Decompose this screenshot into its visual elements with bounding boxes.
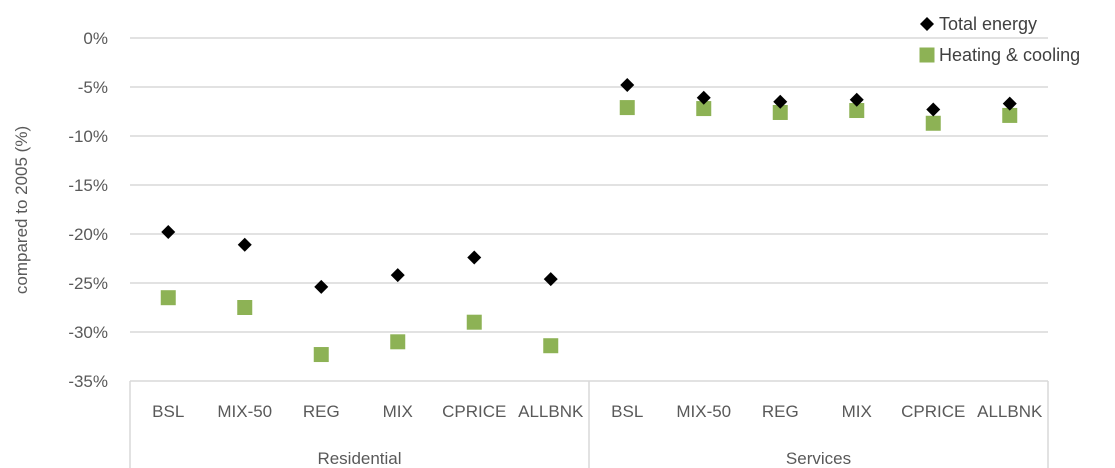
total-energy-point	[849, 92, 864, 107]
gridlines	[130, 37, 1048, 333]
category-label: MIX	[383, 402, 413, 421]
heating-cooling-point	[390, 334, 406, 350]
y-tick-label: -35%	[68, 372, 108, 391]
legend-label: Heating & cooling	[939, 45, 1080, 65]
legend-diamond-icon	[920, 17, 934, 31]
category-label: BSL	[611, 402, 643, 421]
heating-cooling-point	[619, 100, 635, 116]
legend-label: Total energy	[939, 14, 1037, 34]
heating-cooling-point	[237, 300, 253, 315]
total-energy-point	[543, 272, 558, 287]
category-axis	[129, 380, 1049, 468]
category-label: CPRICE	[901, 402, 965, 421]
category-label: REG	[303, 402, 340, 421]
y-tick-label: -15%	[68, 176, 108, 195]
heating-cooling-point	[925, 115, 941, 131]
total-energy-point	[314, 279, 329, 294]
total-energy-point	[773, 94, 788, 109]
category-label: BSL	[152, 402, 184, 421]
category-label: MIX-50	[217, 402, 272, 421]
total-energy-point	[161, 225, 176, 240]
legend: Total energy Heating & cooling	[919, 14, 1080, 65]
total-energy-point	[1002, 96, 1017, 111]
category-label: MIX-50	[676, 402, 731, 421]
y-axis-ticks: 0% -5% -10% -15% -20% -25% -30% -35%	[68, 29, 108, 391]
category-label: ALLBNK	[518, 402, 584, 421]
heating-cooling-point	[160, 290, 176, 306]
category-label: REG	[762, 402, 799, 421]
heating-cooling-point	[313, 347, 329, 363]
y-tick-label: -20%	[68, 225, 108, 244]
total-energy-point	[926, 102, 941, 117]
y-tick-label: -25%	[68, 274, 108, 293]
y-tick-label: -10%	[68, 127, 108, 146]
total-energy-point	[696, 90, 711, 105]
y-tick-label: -5%	[78, 78, 108, 97]
heating-cooling-point	[543, 338, 559, 354]
group-labels: Residential Services	[317, 449, 851, 468]
heating-cooling-point	[849, 103, 865, 119]
y-axis-label: compared to 2005 (%)	[12, 126, 31, 294]
heating-cooling-point	[772, 104, 788, 120]
y-tick-label: 0%	[83, 29, 108, 48]
group-label: Services	[786, 449, 851, 468]
category-label: MIX	[842, 402, 872, 421]
total-energy-point	[237, 237, 252, 252]
heating-cooling-point	[696, 101, 712, 117]
category-label: CPRICE	[442, 402, 506, 421]
total-energy-point	[467, 250, 482, 265]
group-label: Residential	[317, 449, 401, 468]
category-labels: BSL MIX-50 REG MIX CPRICE ALLBNK BSL MIX-50 REG M…	[152, 402, 1043, 421]
category-label: ALLBNK	[977, 402, 1043, 421]
total-energy-point	[620, 78, 635, 93]
total-energy-point	[390, 268, 405, 283]
y-tick-label: -30%	[68, 323, 108, 342]
heating-cooling-point	[1002, 107, 1018, 123]
legend-square-icon	[919, 47, 935, 63]
data-points	[160, 78, 1018, 363]
heating-cooling-point	[466, 314, 482, 330]
